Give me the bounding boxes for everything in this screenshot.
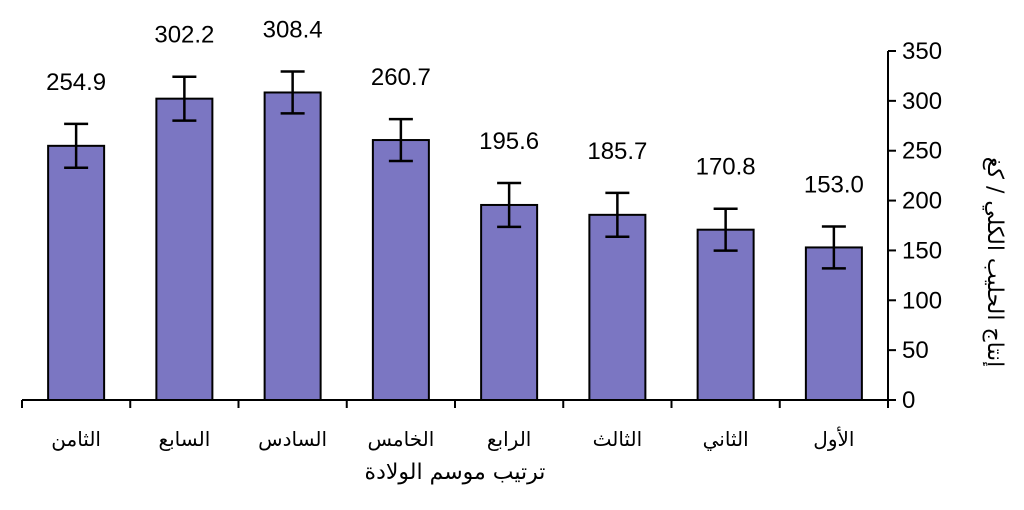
- data-label: 153.0: [804, 171, 864, 198]
- bar: [588, 213, 647, 401]
- x-tick-label: الثاني: [703, 427, 749, 452]
- y-tick-label: 300: [902, 88, 942, 115]
- bar: [47, 144, 106, 401]
- x-tick-label: الثامن: [51, 427, 101, 451]
- y-axis-title: إنتاج الحليب الكلي / كغ: [982, 157, 1007, 367]
- x-tick-label: الأول: [813, 427, 854, 451]
- y-tick-label: 0: [902, 387, 915, 414]
- y-tick-label: 150: [902, 237, 942, 264]
- y-tick-label: 50: [902, 337, 929, 364]
- bar: [696, 228, 755, 401]
- x-tick-label: الثالث: [593, 427, 643, 451]
- data-label: 195.6: [479, 128, 539, 155]
- x-tick-label: السابع: [158, 427, 210, 451]
- x-axis-title: ترتيب موسم الولادة: [365, 460, 546, 485]
- y-tick-label: 250: [902, 138, 942, 165]
- error-bars-layer: [64, 70, 846, 270]
- x-tick-label: السادس: [258, 427, 327, 451]
- y-ticks-layer: 0 50 100 150 200 250 300 350: [888, 38, 942, 414]
- y-tick-label: 350: [902, 38, 942, 65]
- y-tick-label: 200: [902, 188, 942, 215]
- data-label: 254.9: [46, 69, 106, 96]
- bar: [480, 203, 539, 401]
- data-label: 308.4: [263, 17, 323, 44]
- bar: [804, 246, 863, 401]
- data-label: 302.2: [154, 22, 214, 49]
- y-tick-label: 100: [902, 287, 942, 314]
- data-label: 185.7: [587, 138, 647, 165]
- x-tick-label: الخامس: [367, 427, 434, 451]
- bars-layer: [47, 91, 863, 402]
- bar: [371, 139, 430, 401]
- data-label: 260.7: [371, 64, 431, 91]
- x-tick-label: الرابع: [487, 427, 531, 451]
- x-ticks-layer: الثامن السابع السادس الخامس الرابع الثالث الثا…: [21, 400, 889, 452]
- bar: [155, 97, 214, 402]
- value-labels-layer: 254.9 302.2 308.4 260.7 195.6 185.7 170.8 153.0: [46, 17, 864, 199]
- axes-layer: [22, 51, 889, 401]
- data-label: 170.8: [696, 154, 756, 181]
- bar: [263, 91, 322, 401]
